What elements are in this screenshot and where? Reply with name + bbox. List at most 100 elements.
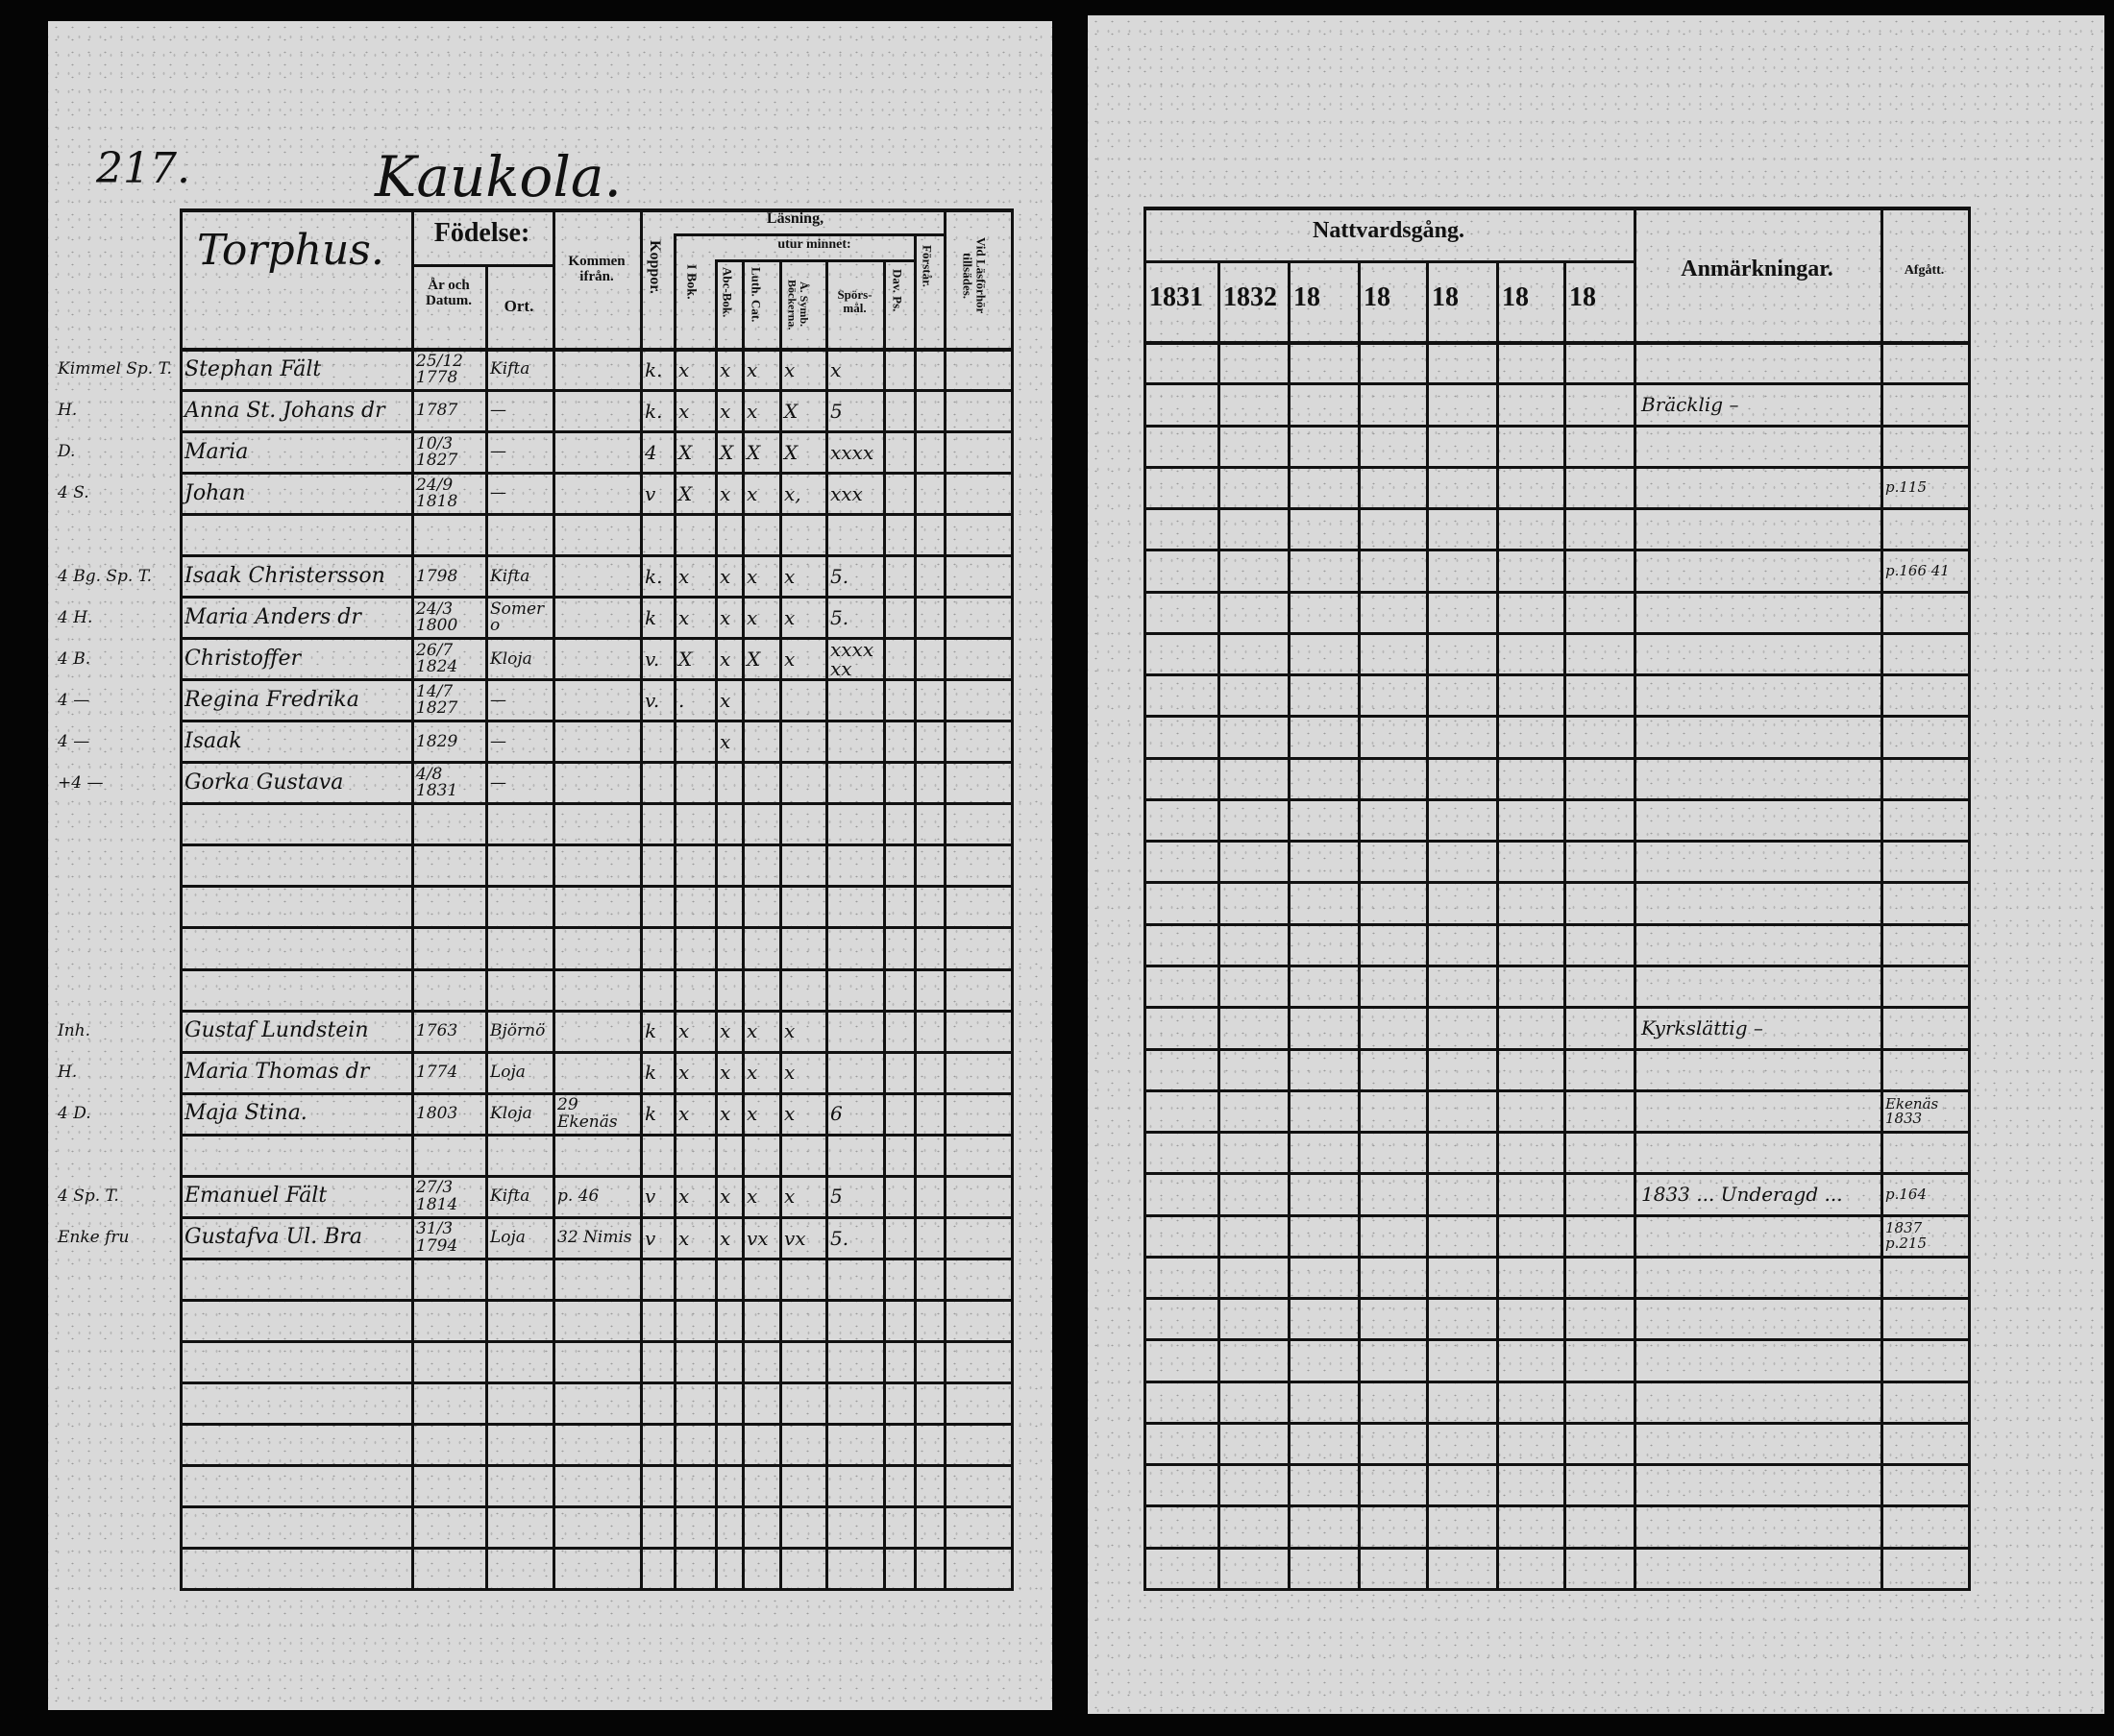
cell-abc-bok: x bbox=[720, 1019, 731, 1043]
row-prefix: 4 D. bbox=[58, 1103, 91, 1123]
row-divider bbox=[1143, 797, 1971, 801]
row-divider bbox=[1143, 507, 1971, 511]
row-prefix: +4 — bbox=[58, 772, 104, 793]
cell-birth-place: — bbox=[490, 690, 506, 710]
header-ar-och-datum: År och Datum. bbox=[426, 278, 472, 308]
row-divider bbox=[180, 1422, 1014, 1426]
header-lasning: Läsning, bbox=[766, 210, 824, 227]
row-divider bbox=[1143, 673, 1971, 677]
cell-birth-date: 14/7 1827 bbox=[416, 681, 458, 719]
row-divider bbox=[180, 472, 1014, 476]
cell-abc-bok: X bbox=[720, 440, 734, 464]
cell-i-bok: x bbox=[678, 1102, 690, 1126]
cell-i-bok: X bbox=[678, 440, 693, 464]
cell-birth-place: Kifta bbox=[490, 359, 530, 379]
cell-i-bok: x bbox=[678, 1226, 690, 1250]
cell-koppor: v bbox=[645, 1226, 656, 1250]
row-divider bbox=[180, 1174, 1014, 1178]
row-divider bbox=[1143, 881, 1971, 885]
row-divider bbox=[1143, 1588, 1971, 1591]
column-divider bbox=[883, 259, 886, 1588]
village-name: Kaukola. bbox=[375, 144, 622, 209]
header-divider bbox=[411, 264, 553, 267]
farm-name: Torphus. bbox=[197, 226, 384, 275]
row-divider bbox=[1143, 1213, 1971, 1217]
row-prefix: 4 Bg. Sp. T. bbox=[58, 566, 152, 586]
cell-birth-date: 1763 bbox=[416, 1020, 458, 1040]
cell-luth-cat: X bbox=[747, 648, 761, 672]
cell-birth-place: — bbox=[490, 772, 506, 793]
cell-sporsmal: x bbox=[830, 357, 842, 381]
cell-symb: x bbox=[784, 648, 796, 672]
cell-abc-bok: x bbox=[720, 1102, 731, 1126]
cell-luth-cat: x bbox=[747, 357, 758, 381]
cell-luth-cat: x bbox=[747, 399, 758, 423]
row-divider bbox=[180, 1546, 1014, 1550]
header-divider bbox=[1143, 260, 1634, 263]
row-divider bbox=[1143, 1088, 1971, 1092]
row-divider bbox=[1143, 1504, 1971, 1508]
row-divider bbox=[180, 1215, 1014, 1219]
column-divider bbox=[180, 208, 183, 1588]
cell-symb: x bbox=[784, 1019, 796, 1043]
cell-koppor: v. bbox=[645, 689, 660, 713]
column-divider bbox=[1143, 207, 1146, 1588]
row-divider bbox=[180, 596, 1014, 599]
cell-sporsmal: 6 bbox=[830, 1102, 843, 1126]
cell-birth-date: 1787 bbox=[416, 401, 458, 421]
row-divider bbox=[180, 761, 1014, 765]
cell-abc-bok: x bbox=[720, 648, 731, 672]
row-divider bbox=[1143, 631, 1971, 635]
cell-symb: x bbox=[784, 1185, 796, 1209]
year-column-header: 18 bbox=[1502, 282, 1529, 312]
row-divider bbox=[1143, 1255, 1971, 1259]
table-border-top bbox=[1143, 207, 1971, 210]
row-divider bbox=[1143, 715, 1971, 719]
cell-birth-place: Kifta bbox=[490, 1186, 530, 1206]
column-divider bbox=[825, 259, 828, 1588]
cell-koppor: v. bbox=[645, 648, 660, 672]
row-divider bbox=[1143, 1297, 1971, 1301]
cell-luth-cat: x bbox=[747, 1185, 758, 1209]
row-divider bbox=[1143, 590, 1971, 594]
row-divider bbox=[1143, 1006, 1971, 1010]
row-divider bbox=[1143, 1421, 1971, 1425]
row-divider bbox=[180, 1009, 1014, 1013]
cell-name: Gorka Gustava bbox=[184, 770, 344, 795]
cell-afgatt: 1837 p.215 bbox=[1885, 1219, 1928, 1252]
cell-name: Maria Anders dr bbox=[184, 604, 361, 629]
cell-luth-cat: vx bbox=[747, 1226, 769, 1250]
cell-koppor: k bbox=[645, 606, 657, 629]
cell-abc-bok: x bbox=[720, 606, 731, 629]
cell-koppor: k. bbox=[645, 399, 663, 423]
row-divider bbox=[1143, 965, 1971, 967]
table-border-top bbox=[180, 208, 1014, 212]
column-divider bbox=[640, 208, 643, 1588]
row-divider bbox=[180, 430, 1014, 434]
row-divider bbox=[1143, 382, 1971, 386]
cell-symb: X bbox=[784, 399, 799, 423]
row-divider bbox=[180, 1339, 1014, 1343]
year-column-header: 18 bbox=[1432, 282, 1459, 312]
row-prefix: D. bbox=[58, 442, 76, 462]
cell-name: Maria Thomas dr bbox=[184, 1060, 370, 1085]
row-divider bbox=[1143, 756, 1971, 760]
header-forstar: Förstår. bbox=[920, 245, 935, 287]
cell-birth-place: — bbox=[490, 731, 506, 751]
column-divider bbox=[779, 259, 782, 1588]
cell-came-from: 32 Nimis bbox=[557, 1228, 632, 1248]
header-fodelse: Födelse: bbox=[433, 218, 530, 248]
cell-symb: x bbox=[784, 606, 796, 629]
cell-sporsmal: xxxx bbox=[830, 440, 874, 464]
cell-came-from: p. 46 bbox=[557, 1186, 600, 1206]
cell-birth-date: 31/3 1794 bbox=[416, 1219, 458, 1256]
header-divider bbox=[715, 259, 914, 262]
header-ort: Ort. bbox=[504, 297, 534, 315]
header-sporsmal: Spörs-mål. bbox=[837, 287, 873, 315]
cell-birth-place: Somero bbox=[490, 599, 545, 636]
row-prefix: 4 H. bbox=[58, 607, 93, 627]
cell-koppor: k bbox=[645, 1019, 657, 1043]
row-divider bbox=[180, 844, 1014, 847]
cell-i-bok: x bbox=[678, 1019, 690, 1043]
cell-anmarkningar: Kyrkslättig – bbox=[1641, 1016, 1763, 1040]
